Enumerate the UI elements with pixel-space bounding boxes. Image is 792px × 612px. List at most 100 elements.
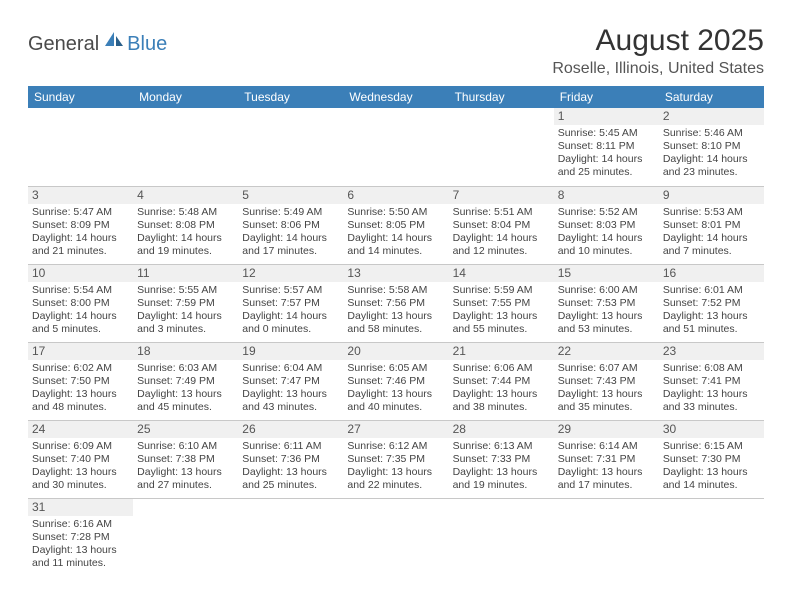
sunrise-line: Sunrise: 5:52 AM (558, 206, 655, 219)
sunset-line: Sunset: 8:00 PM (32, 297, 129, 310)
daylight-line-1: Daylight: 13 hours (558, 388, 655, 401)
day-number: 30 (659, 421, 764, 438)
sunrise-line: Sunrise: 6:13 AM (453, 440, 550, 453)
sunrise-line: Sunrise: 6:04 AM (242, 362, 339, 375)
page: General Blue August 2025 Roselle, Illino… (0, 0, 792, 600)
daylight-line-1: Daylight: 13 hours (347, 310, 444, 323)
calendar-cell: 6Sunrise: 5:50 AMSunset: 8:05 PMDaylight… (343, 186, 448, 264)
daylight-line-1: Daylight: 13 hours (242, 388, 339, 401)
daylight-line-1: Daylight: 13 hours (453, 466, 550, 479)
sunrise-line: Sunrise: 6:07 AM (558, 362, 655, 375)
day-number: 1 (554, 108, 659, 125)
calendar-cell-empty (659, 498, 764, 576)
calendar-body: 1Sunrise: 5:45 AMSunset: 8:11 PMDaylight… (28, 108, 764, 576)
daylight-line-2: and 45 minutes. (137, 401, 234, 414)
calendar-cell: 7Sunrise: 5:51 AMSunset: 8:04 PMDaylight… (449, 186, 554, 264)
calendar-row: 3Sunrise: 5:47 AMSunset: 8:09 PMDaylight… (28, 186, 764, 264)
calendar-cell: 30Sunrise: 6:15 AMSunset: 7:30 PMDayligh… (659, 420, 764, 498)
sunset-line: Sunset: 7:30 PM (663, 453, 760, 466)
dayname-tuesday: Tuesday (238, 86, 343, 108)
dayname-thursday: Thursday (449, 86, 554, 108)
daylight-line-1: Daylight: 14 hours (453, 232, 550, 245)
daylight-line-2: and 12 minutes. (453, 245, 550, 258)
daylight-line-2: and 21 minutes. (32, 245, 129, 258)
daylight-line-2: and 55 minutes. (453, 323, 550, 336)
sunset-line: Sunset: 7:56 PM (347, 297, 444, 310)
sunset-line: Sunset: 7:41 PM (663, 375, 760, 388)
daylight-line-1: Daylight: 14 hours (558, 153, 655, 166)
day-number: 26 (238, 421, 343, 438)
calendar-head: SundayMondayTuesdayWednesdayThursdayFrid… (28, 86, 764, 108)
calendar-cell: 13Sunrise: 5:58 AMSunset: 7:56 PMDayligh… (343, 264, 448, 342)
daylight-line-2: and 19 minutes. (453, 479, 550, 492)
calendar-cell: 15Sunrise: 6:00 AMSunset: 7:53 PMDayligh… (554, 264, 659, 342)
daylight-line-1: Daylight: 14 hours (663, 153, 760, 166)
daylight-line-2: and 23 minutes. (663, 166, 760, 179)
calendar-cell: 23Sunrise: 6:08 AMSunset: 7:41 PMDayligh… (659, 342, 764, 420)
sunset-line: Sunset: 7:52 PM (663, 297, 760, 310)
sunrise-line: Sunrise: 6:15 AM (663, 440, 760, 453)
page-title: August 2025 (552, 24, 764, 58)
sunrise-line: Sunrise: 6:00 AM (558, 284, 655, 297)
day-number: 29 (554, 421, 659, 438)
calendar-cell: 11Sunrise: 5:55 AMSunset: 7:59 PMDayligh… (133, 264, 238, 342)
daylight-line-2: and 10 minutes. (558, 245, 655, 258)
calendar-cell: 16Sunrise: 6:01 AMSunset: 7:52 PMDayligh… (659, 264, 764, 342)
daylight-line-1: Daylight: 13 hours (558, 310, 655, 323)
daylight-line-1: Daylight: 14 hours (32, 232, 129, 245)
calendar-cell-empty (28, 108, 133, 186)
sunset-line: Sunset: 7:31 PM (558, 453, 655, 466)
sunset-line: Sunset: 7:40 PM (32, 453, 129, 466)
daylight-line-2: and 43 minutes. (242, 401, 339, 414)
calendar-cell: 26Sunrise: 6:11 AMSunset: 7:36 PMDayligh… (238, 420, 343, 498)
sunrise-line: Sunrise: 5:53 AM (663, 206, 760, 219)
daylight-line-1: Daylight: 13 hours (242, 466, 339, 479)
sunset-line: Sunset: 8:06 PM (242, 219, 339, 232)
dayname-monday: Monday (133, 86, 238, 108)
day-number: 15 (554, 265, 659, 282)
daylight-line-2: and 58 minutes. (347, 323, 444, 336)
sunset-line: Sunset: 7:59 PM (137, 297, 234, 310)
day-number: 18 (133, 343, 238, 360)
daylight-line-2: and 17 minutes. (558, 479, 655, 492)
daylight-line-2: and 25 minutes. (558, 166, 655, 179)
calendar-cell: 27Sunrise: 6:12 AMSunset: 7:35 PMDayligh… (343, 420, 448, 498)
dayname-wednesday: Wednesday (343, 86, 448, 108)
calendar-table: SundayMondayTuesdayWednesdayThursdayFrid… (28, 86, 764, 576)
day-number: 21 (449, 343, 554, 360)
calendar-cell-empty (343, 498, 448, 576)
day-number: 23 (659, 343, 764, 360)
daylight-line-1: Daylight: 13 hours (32, 388, 129, 401)
calendar-cell: 20Sunrise: 6:05 AMSunset: 7:46 PMDayligh… (343, 342, 448, 420)
daylight-line-1: Daylight: 14 hours (663, 232, 760, 245)
sunset-line: Sunset: 7:57 PM (242, 297, 339, 310)
daylight-line-1: Daylight: 13 hours (137, 466, 234, 479)
daylight-line-2: and 14 minutes. (347, 245, 444, 258)
sunrise-line: Sunrise: 5:59 AM (453, 284, 550, 297)
day-number: 2 (659, 108, 764, 125)
sunset-line: Sunset: 8:10 PM (663, 140, 760, 153)
sunrise-line: Sunrise: 5:58 AM (347, 284, 444, 297)
sunrise-line: Sunrise: 5:47 AM (32, 206, 129, 219)
calendar-cell: 10Sunrise: 5:54 AMSunset: 8:00 PMDayligh… (28, 264, 133, 342)
daylight-line-2: and 35 minutes. (558, 401, 655, 414)
sunrise-line: Sunrise: 5:46 AM (663, 127, 760, 140)
sunset-line: Sunset: 8:05 PM (347, 219, 444, 232)
day-number: 3 (28, 187, 133, 204)
daylight-line-2: and 25 minutes. (242, 479, 339, 492)
daylight-line-2: and 22 minutes. (347, 479, 444, 492)
sunrise-line: Sunrise: 5:49 AM (242, 206, 339, 219)
daylight-line-1: Daylight: 13 hours (32, 466, 129, 479)
calendar-cell-empty (449, 108, 554, 186)
sunrise-line: Sunrise: 6:03 AM (137, 362, 234, 375)
calendar-cell-empty (343, 108, 448, 186)
calendar-cell: 12Sunrise: 5:57 AMSunset: 7:57 PMDayligh… (238, 264, 343, 342)
calendar-cell: 2 Sunrise: 5:46 AMSunset: 8:10 PMDaylight… (659, 108, 764, 186)
calendar-row: 24Sunrise: 6:09 AMSunset: 7:40 PMDayligh… (28, 420, 764, 498)
sunrise-line: Sunrise: 6:01 AM (663, 284, 760, 297)
calendar-cell-empty (238, 498, 343, 576)
sunrise-line: Sunrise: 5:45 AM (558, 127, 655, 140)
daylight-line-1: Daylight: 14 hours (242, 232, 339, 245)
daylight-line-2: and 51 minutes. (663, 323, 760, 336)
sunrise-line: Sunrise: 6:16 AM (32, 518, 129, 531)
